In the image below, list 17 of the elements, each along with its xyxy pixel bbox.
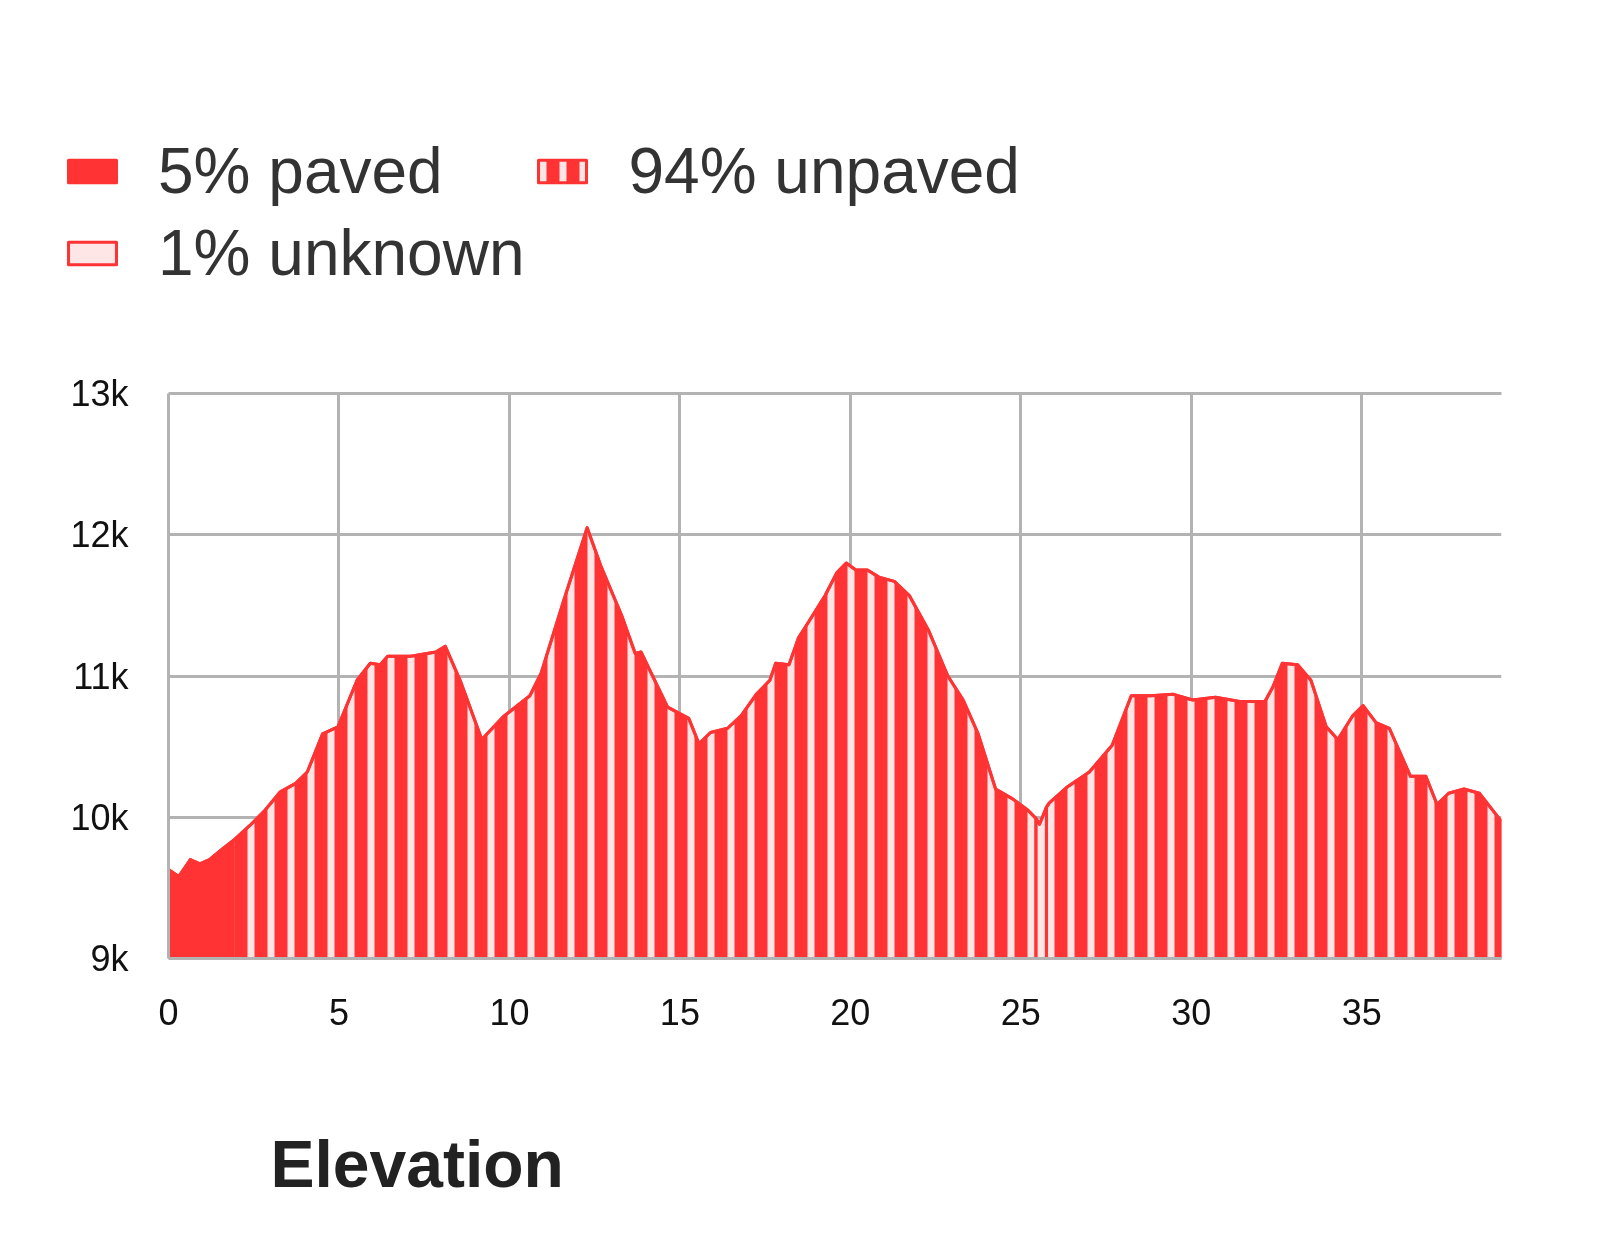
- x-tick-label: 5: [328, 991, 349, 1033]
- y-tick-label: 13k: [70, 373, 130, 414]
- y-tick-label: 12k: [70, 514, 130, 556]
- x-tick-label: 15: [659, 991, 700, 1033]
- y-tick-label: 11k: [73, 655, 130, 697]
- text: Elevation: [270, 1126, 564, 1201]
- legend-label: 94% unpaved: [628, 134, 1020, 208]
- y-tick-label: 10k: [70, 796, 130, 838]
- y-tick-label: 9k: [90, 938, 130, 979]
- x-tick-label: 20: [830, 991, 871, 1033]
- legend-label: 1% unknown: [158, 216, 525, 290]
- legend-label: 5% paved: [158, 134, 443, 208]
- x-tick-label: 10: [489, 991, 530, 1033]
- x-tick-label: 0: [158, 991, 179, 1033]
- x-tick-label: 35: [1341, 991, 1382, 1033]
- x-tick-label: 25: [1000, 991, 1041, 1033]
- x-tick-label: 30: [1171, 991, 1212, 1033]
